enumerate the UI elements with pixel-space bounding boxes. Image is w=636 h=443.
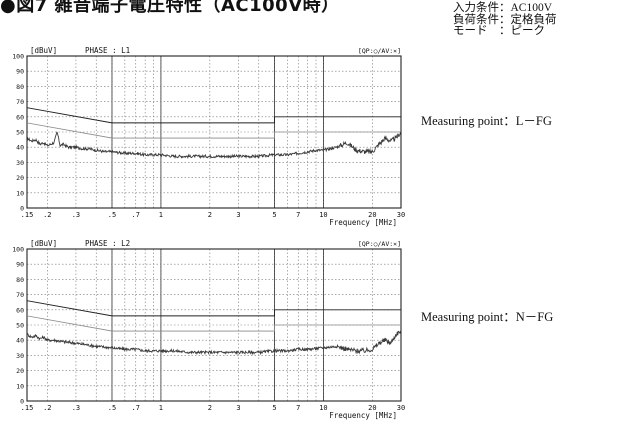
x-tick-label: 10 xyxy=(319,404,327,412)
noise-trace xyxy=(26,330,402,356)
x-tick-label: 30 xyxy=(397,404,405,412)
x-tick-label: 3 xyxy=(236,404,240,412)
mode-legend-label: [QP:○/AV:×] xyxy=(358,47,401,55)
noise-chart-l2: 0 10 20 30 40 50 60 70 80 90 100 .15 .2 .3 .5 .7 1 2 3 5 7 10… xyxy=(0,233,410,423)
y-tick-label: 90 xyxy=(16,68,24,76)
noise-trace xyxy=(26,131,402,160)
y-tick-label: 10 xyxy=(16,382,24,390)
x-tick-label: 2 xyxy=(208,211,212,219)
limit-line-quasi-peak xyxy=(26,107,401,124)
y-tick-label: 80 xyxy=(16,276,24,284)
x-tick-label: 20 xyxy=(368,404,376,412)
x-tick-label: 20 xyxy=(368,211,376,219)
measuring-point-label-1: Measuring point：L－FG xyxy=(421,114,552,128)
phase-label: PHASE : L2 xyxy=(85,239,130,248)
noise-chart-l1: 0 10 20 30 40 50 60 70 80 90 100 .15 .2 .3 .5 .7 1 2 3 5 7 10… xyxy=(0,40,410,230)
y-tick-label: 60 xyxy=(16,113,24,121)
x-axis-label: Frequency [MHz] xyxy=(329,218,397,227)
y-tick-label: 0 xyxy=(20,398,24,406)
x-tick-label: 1 xyxy=(159,211,163,219)
y-tick-label: 20 xyxy=(16,367,24,375)
x-tick-label: 1 xyxy=(159,404,163,412)
chart-svg: 0 10 20 30 40 50 60 70 80 90 100 .15 .2 .3 .5 .7 1 2 3 5 7 10… xyxy=(12,239,405,420)
x-tick-label: .7 xyxy=(132,211,140,219)
y-tick-label: 20 xyxy=(16,174,24,182)
y-tick-label: 30 xyxy=(16,352,24,360)
x-tick-label: .15 xyxy=(21,404,34,412)
x-tick-label: 5 xyxy=(272,404,276,412)
x-tick-label: 30 xyxy=(397,211,405,219)
x-tick-label: 2 xyxy=(208,404,212,412)
y-tick-label: 10 xyxy=(16,189,24,197)
x-tick-label: .2 xyxy=(43,211,51,219)
x-tick-label: 10 xyxy=(319,211,327,219)
y-tick-label: 60 xyxy=(16,306,24,314)
y-tick-label: 70 xyxy=(16,98,24,106)
condition-mode: モード ：ピーク xyxy=(453,25,545,37)
page-title: ●図7 雑音端子電圧特性（AC100V時） xyxy=(0,0,340,16)
measuring-point-label-2: Measuring point：N－FG xyxy=(421,310,554,324)
y-tick-label: 70 xyxy=(16,291,24,299)
x-axis-label: Frequency [MHz] xyxy=(329,411,397,420)
chart-svg: 0 10 20 30 40 50 60 70 80 90 100 .15 .2 .3 .5 .7 1 2 3 5 7 10… xyxy=(12,46,405,227)
x-tick-label: .3 xyxy=(72,211,80,219)
y-tick-label: 100 xyxy=(12,246,24,254)
limit-line-quasi-peak xyxy=(26,300,401,317)
condition-input: 入力条件：AC100V xyxy=(453,2,553,14)
phase-label: PHASE : L1 xyxy=(85,46,130,55)
limit-line-average xyxy=(26,315,401,332)
y-unit-label: [dBuV] xyxy=(30,46,57,55)
x-tick-label: 7 xyxy=(296,404,300,412)
limit-line-average xyxy=(26,122,401,139)
x-tick-label: 5 xyxy=(272,211,276,219)
x-tick-label: .7 xyxy=(132,404,140,412)
y-tick-label: 40 xyxy=(16,144,24,152)
y-tick-label: 40 xyxy=(16,337,24,345)
x-tick-label: .15 xyxy=(21,211,34,219)
y-tick-label: 0 xyxy=(20,205,24,213)
y-tick-label: 50 xyxy=(16,129,24,137)
y-tick-label: 80 xyxy=(16,83,24,91)
x-tick-label: .2 xyxy=(43,404,51,412)
mode-legend-label: [QP:○/AV:×] xyxy=(358,240,401,248)
y-tick-label: 90 xyxy=(16,261,24,269)
x-tick-label: .5 xyxy=(108,404,116,412)
conditions-block: 入力条件：AC100V 負荷条件：定格負荷 モード ：ピーク xyxy=(453,2,557,38)
x-tick-label: 7 xyxy=(296,211,300,219)
x-tick-label: .5 xyxy=(108,211,116,219)
y-unit-label: [dBuV] xyxy=(30,239,57,248)
x-tick-label: .3 xyxy=(72,404,80,412)
y-tick-label: 30 xyxy=(16,159,24,167)
x-tick-label: 3 xyxy=(236,211,240,219)
y-tick-label: 100 xyxy=(12,53,24,61)
condition-load: 負荷条件：定格負荷 xyxy=(453,13,557,26)
y-tick-label: 50 xyxy=(16,322,24,330)
